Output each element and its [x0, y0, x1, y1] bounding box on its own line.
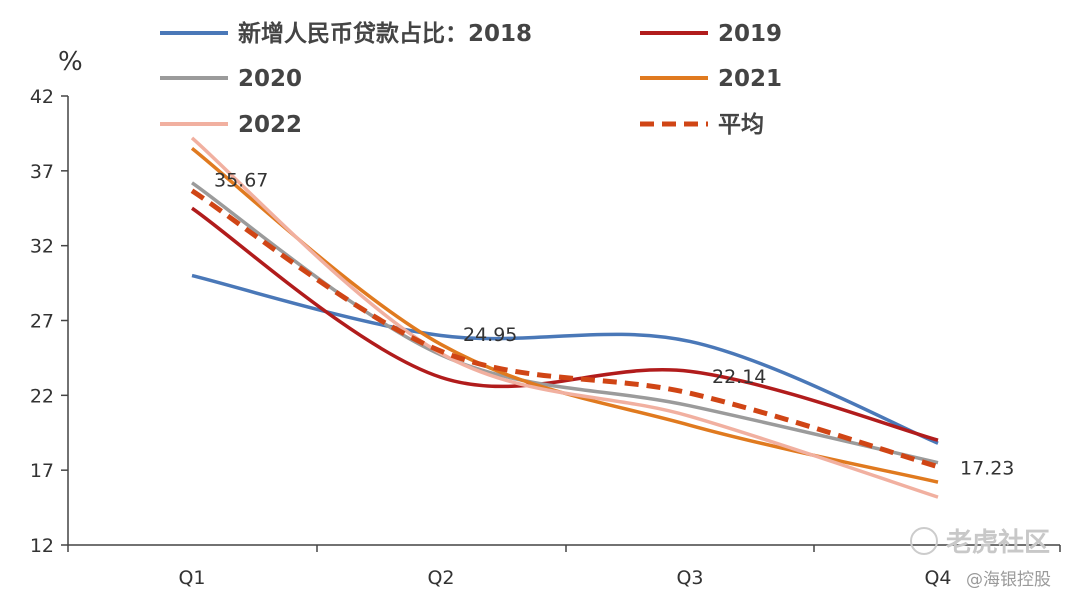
x-tick-label: Q1 [178, 567, 205, 589]
watermark: 老虎社区 @海银控股 [910, 527, 1051, 590]
series-line-2 [191, 206, 939, 442]
x-tick-label: Q4 [924, 567, 951, 589]
data-label-1: 35.67 [214, 170, 268, 192]
tiger-logo-icon [910, 527, 938, 555]
watermark-site: 老虎社区 [946, 527, 1050, 558]
legend-label-1: 新增人民币贷款占比：2018 [238, 20, 532, 47]
data-labels: 35.67 24.95 22.14 17.23 [214, 170, 1014, 480]
legend-label-6: 平均 [718, 111, 764, 138]
y-tick-label: 27 [30, 311, 54, 333]
y-tick-label: 37 [30, 161, 54, 183]
y-tick-label: 32 [30, 236, 54, 258]
data-label-2: 24.95 [463, 324, 517, 346]
series-line-5 [190, 136, 939, 499]
y-tick-label: 17 [30, 460, 54, 482]
series-line-6 [190, 188, 939, 470]
legend-label-4: 2021 [718, 66, 782, 92]
legend-label-5: 2022 [238, 112, 302, 138]
y-tick-label: 22 [30, 385, 54, 407]
legend-label-3: 2020 [238, 66, 302, 92]
watermark-author: @海银控股 [966, 570, 1051, 590]
data-label-3: 22.14 [712, 366, 766, 388]
legend-label-2: 2019 [718, 21, 782, 47]
series-layer [190, 136, 939, 499]
y-tick-label: 42 [30, 86, 54, 108]
y-axis-unit: % [58, 47, 83, 77]
axes: 12 17 22 27 32 37 42 Q1 Q2 Q3 Q4 [30, 86, 1061, 589]
y-tick-label: 12 [30, 535, 54, 557]
data-label-4: 17.23 [960, 458, 1014, 480]
x-tick-label: Q2 [427, 567, 454, 589]
legend: 新增人民币贷款占比：2018 2019 2020 2021 2022 平均 [160, 20, 782, 138]
series-line-1 [191, 273, 939, 445]
x-tick-label: Q3 [676, 567, 703, 589]
series-line-3 [191, 181, 939, 465]
